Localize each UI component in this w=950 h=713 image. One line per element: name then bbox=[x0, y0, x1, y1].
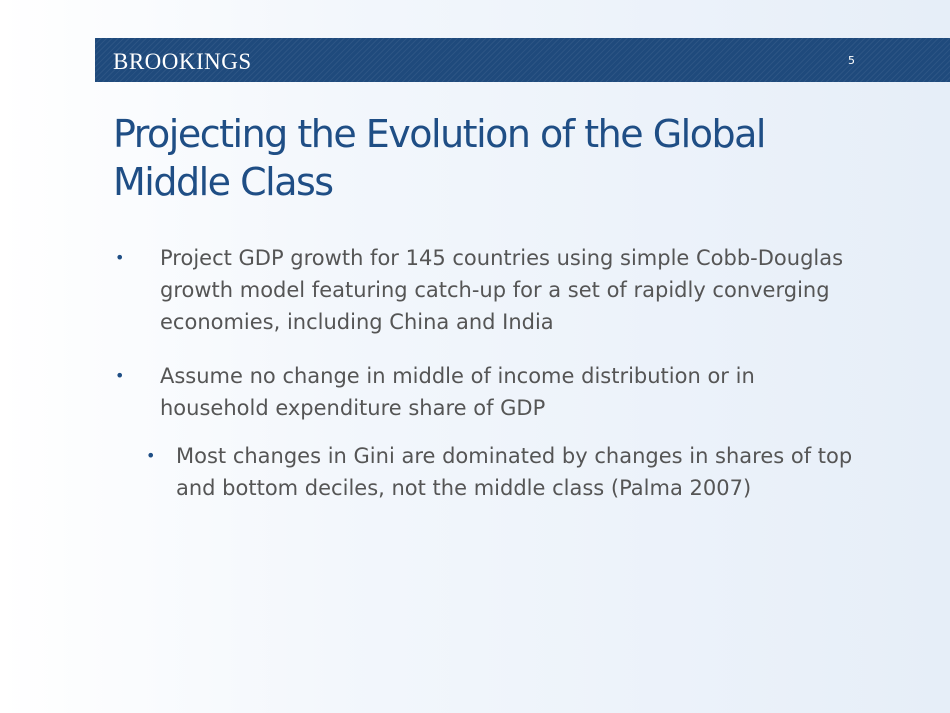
bullet-text: Assume no change in middle of income dis… bbox=[160, 364, 755, 420]
sub-bullet-item: • Most changes in Gini are dominated by … bbox=[146, 440, 853, 504]
brookings-logo: BROOKINGS bbox=[113, 49, 252, 74]
bullet-item: • Project GDP growth for 145 countries u… bbox=[113, 242, 853, 338]
bullet-item: • Assume no change in middle of income d… bbox=[113, 360, 853, 424]
slide-title: Projecting the Evolution of the Global M… bbox=[113, 112, 766, 204]
header-bar: BROOKINGS 5 bbox=[95, 38, 950, 82]
bullet-icon: • bbox=[115, 248, 125, 267]
page-number: 5 bbox=[848, 54, 855, 67]
bullet-list: • Project GDP growth for 145 countries u… bbox=[113, 242, 853, 504]
bullet-icon: • bbox=[115, 366, 125, 385]
sub-bullet-text: Most changes in Gini are dominated by ch… bbox=[176, 444, 853, 500]
bullet-icon: • bbox=[146, 446, 156, 465]
bullet-text: Project GDP growth for 145 countries usi… bbox=[160, 246, 844, 334]
